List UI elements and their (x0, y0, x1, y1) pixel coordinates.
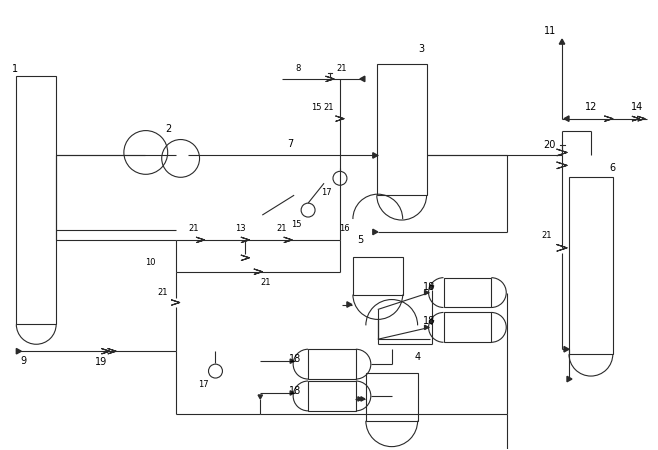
Text: 2: 2 (166, 124, 172, 134)
Text: 14: 14 (630, 102, 643, 112)
Polygon shape (16, 348, 21, 354)
Polygon shape (430, 286, 434, 290)
Text: 16: 16 (339, 225, 349, 234)
Text: 18: 18 (424, 282, 436, 292)
Polygon shape (347, 302, 352, 307)
Text: 19: 19 (95, 357, 107, 367)
Text: 6: 6 (610, 163, 616, 173)
Text: 13: 13 (235, 225, 245, 234)
Bar (377, 64, 426, 195)
Text: 3: 3 (418, 44, 424, 54)
Polygon shape (373, 229, 378, 235)
Text: 11: 11 (544, 26, 556, 36)
Text: 5: 5 (357, 235, 363, 245)
Text: 21: 21 (157, 288, 168, 297)
Text: 1: 1 (13, 64, 18, 74)
Polygon shape (360, 76, 365, 81)
Text: 20: 20 (543, 140, 555, 150)
Text: 12: 12 (585, 102, 597, 112)
Polygon shape (424, 325, 428, 329)
Polygon shape (424, 290, 428, 295)
Polygon shape (290, 359, 294, 363)
Text: 4: 4 (415, 352, 420, 362)
Text: 18: 18 (289, 386, 301, 396)
Polygon shape (258, 395, 263, 399)
Bar (366, 373, 418, 421)
Text: 21: 21 (324, 103, 334, 112)
Polygon shape (358, 397, 362, 401)
Text: 17: 17 (198, 379, 209, 388)
Text: 21: 21 (276, 225, 286, 234)
Polygon shape (373, 153, 378, 158)
Text: 15: 15 (291, 220, 301, 229)
Text: 9: 9 (20, 356, 26, 366)
Text: 21: 21 (337, 64, 347, 73)
Bar (308, 349, 356, 379)
Text: 21: 21 (260, 278, 270, 287)
Polygon shape (430, 320, 434, 324)
Text: 18: 18 (289, 354, 301, 364)
Bar (308, 381, 356, 411)
Text: 8: 8 (295, 64, 301, 73)
Bar (569, 177, 613, 354)
Bar (443, 278, 492, 307)
Polygon shape (290, 391, 294, 395)
Bar (443, 312, 492, 342)
Polygon shape (564, 346, 569, 352)
Text: 18: 18 (424, 316, 436, 326)
Text: 21: 21 (188, 225, 199, 234)
Text: 15: 15 (311, 103, 321, 112)
Text: 17: 17 (320, 188, 332, 197)
Text: 10: 10 (145, 258, 156, 267)
Polygon shape (361, 397, 365, 401)
Polygon shape (564, 116, 569, 122)
Polygon shape (567, 376, 572, 382)
Bar (353, 257, 403, 295)
Polygon shape (559, 39, 565, 44)
Text: 7: 7 (287, 139, 293, 148)
Text: 21: 21 (542, 231, 552, 240)
Bar (16, 76, 56, 324)
